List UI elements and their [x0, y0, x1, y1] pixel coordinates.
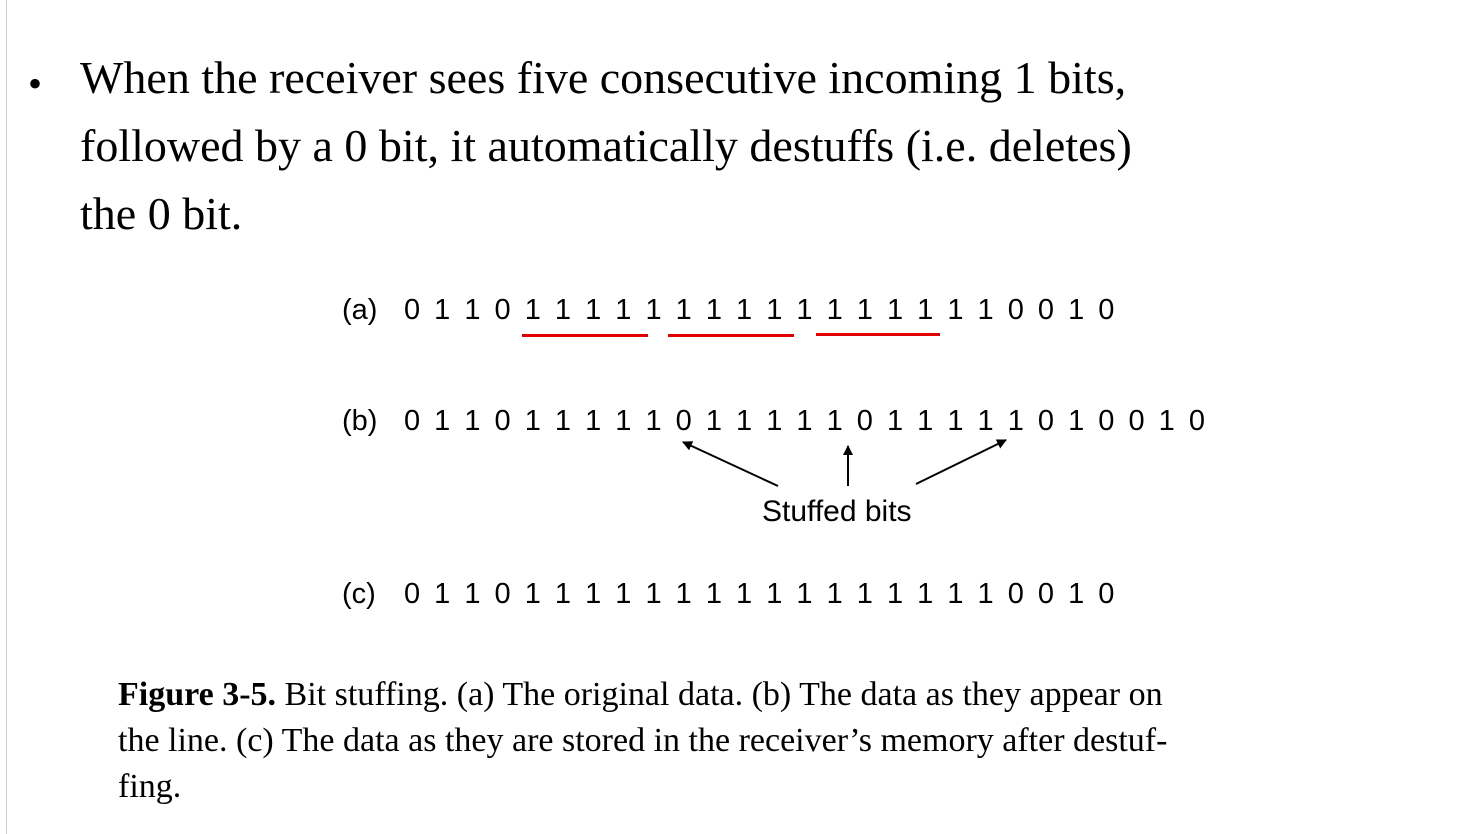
ones-run-underline-2 — [668, 334, 794, 337]
bullet-text-line-3: the 0 bit. — [80, 188, 243, 239]
figure-caption-line-3: fing. — [118, 768, 182, 805]
sequence-a-bits: 0 1 1 0 1 1 1 1 1 1 1 1 1 1 1 1 1 1 1 1 … — [404, 294, 1118, 326]
ones-run-underline-1 — [522, 334, 648, 337]
bullet-text-line-2: followed by a 0 bit, it automatically de… — [80, 120, 1132, 171]
sequence-a: (a) 0 1 1 0 1 1 1 1 1 1 1 1 1 1 1 1 1 1 1… — [342, 292, 1117, 328]
sequence-a-label: (a) — [342, 294, 378, 326]
caption-line-1-text: Bit stuffing. (a) The original data. (b)… — [284, 676, 1163, 713]
figure-caption-line-1: Figure 3-5. Bit stuffing. (a) The origin… — [118, 672, 1394, 718]
sequence-c: (c) 0 1 1 0 1 1 1 1 1 1 1 1 1 1 1 1 1 1 1… — [342, 576, 1117, 612]
sequence-c-bits: 0 1 1 0 1 1 1 1 1 1 1 1 1 1 1 1 1 1 1 1 … — [404, 578, 1118, 610]
sequence-b-bits: 0 1 1 0 1 1 1 1 1 0 1 1 1 1 1 0 1 1 1 1 … — [404, 405, 1208, 437]
figure-number: Figure 3-5. — [118, 676, 277, 713]
stuffed-bits-label: Stuffed bits — [762, 495, 912, 528]
bullet-point-icon: • — [28, 61, 43, 106]
bullet-text-line-1: When the receiver sees five consecutive … — [80, 52, 1127, 103]
ones-run-underline-3 — [816, 333, 940, 336]
sequence-c-label: (c) — [342, 578, 376, 610]
figure-caption-line-2: the line. (c) The data as they are store… — [118, 722, 1168, 759]
sequence-b: (b) 0 1 1 0 1 1 1 1 1 0 1 1 1 1 1 0 1 1 1… — [342, 403, 1208, 439]
page-left-border — [6, 0, 7, 834]
arrow-to-stuffed-bit-1 — [682, 441, 779, 487]
arrow-to-stuffed-bit-3 — [915, 439, 1007, 485]
sequence-b-label: (b) — [342, 405, 378, 437]
